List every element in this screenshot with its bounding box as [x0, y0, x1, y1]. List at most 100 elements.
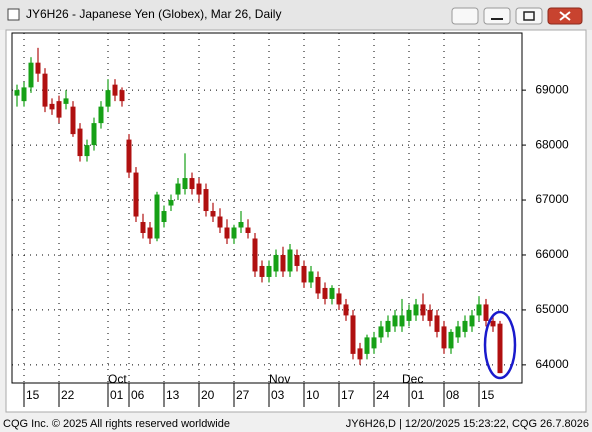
candle-body	[28, 62, 34, 88]
candle-body	[371, 337, 377, 349]
highlight-ellipse	[483, 310, 517, 380]
candle-body	[84, 145, 90, 157]
x-tick-label: 10	[306, 388, 320, 402]
x-tick-label: 13	[166, 388, 180, 402]
candle-body	[98, 106, 104, 124]
candle-body	[70, 106, 76, 135]
candle-body	[448, 331, 454, 349]
candle-body	[245, 227, 251, 233]
candle-body	[182, 178, 188, 190]
candle-body	[280, 254, 286, 272]
candle-body	[308, 271, 314, 283]
close-icon	[559, 11, 571, 21]
y-tick-label: 67000	[535, 192, 569, 206]
candle-body	[364, 337, 370, 354]
maximize-button[interactable]	[515, 7, 543, 25]
candle-body	[91, 123, 97, 146]
candle-body	[42, 73, 48, 107]
candle-body	[413, 304, 419, 316]
candle-body	[294, 254, 300, 266]
window-icon	[7, 8, 20, 21]
x-tick-label: 27	[236, 388, 250, 402]
x-tick-label: 01	[110, 388, 124, 402]
x-tick-label: 22	[61, 388, 75, 402]
link-button[interactable]	[451, 7, 479, 25]
y-tick-label: 64000	[535, 357, 569, 371]
candle-body	[273, 254, 279, 272]
candle-body	[35, 62, 41, 74]
candle-body	[63, 98, 69, 104]
plot-frame	[11, 32, 523, 384]
x-tick-label: 15	[26, 388, 40, 402]
maximize-icon	[523, 11, 535, 21]
minimize-button[interactable]	[483, 7, 511, 25]
month-label: Oct	[108, 372, 127, 386]
candle-body	[231, 227, 237, 239]
footer-right: JY6H26,D | 12/20/2025 15:23:22, CQG 26.7…	[346, 418, 589, 430]
candle-body	[105, 90, 111, 107]
candle-body	[56, 101, 62, 118]
candle-body	[14, 90, 20, 96]
candle-body	[322, 287, 328, 299]
candle-body	[483, 304, 489, 321]
candle-body	[434, 315, 440, 332]
candle-body	[490, 320, 496, 327]
footer-left: CQG Inc. © 2025 All rights reserved worl…	[3, 418, 230, 430]
candle-body	[378, 326, 384, 338]
candle-body	[455, 326, 461, 338]
month-label: Nov	[269, 372, 290, 386]
candle-body	[343, 304, 349, 316]
x-tick-label: 01	[411, 388, 425, 402]
x-tick-label: 15	[481, 388, 495, 402]
footer-bar	[0, 414, 592, 432]
x-tick-label: 20	[201, 388, 215, 402]
candle-body	[189, 178, 195, 190]
candle-body	[469, 315, 475, 327]
y-tick-label: 69000	[535, 82, 569, 96]
candle-body	[210, 211, 216, 217]
window-title: JY6H26 - Japanese Yen (Globex), Mar 26, …	[26, 7, 281, 21]
candle-body	[357, 348, 363, 360]
candle-body	[196, 183, 202, 195]
candle-body	[315, 276, 321, 294]
candle-body	[147, 227, 153, 239]
month-label: Dec	[402, 372, 423, 386]
candle-body	[287, 249, 293, 272]
candle-body	[462, 320, 468, 332]
candle-body	[119, 90, 125, 102]
candle-body	[329, 287, 335, 299]
candle-body	[350, 315, 356, 354]
candle-body	[154, 194, 160, 239]
candle-body	[217, 216, 223, 228]
candle-body	[252, 238, 258, 272]
x-tick-label: 08	[446, 388, 460, 402]
candle-body	[336, 293, 342, 305]
candle-body	[497, 323, 503, 374]
candle-body	[476, 304, 482, 316]
x-tick-label: 06	[131, 388, 145, 402]
candle-body	[168, 200, 174, 206]
candle-body	[49, 103, 55, 110]
candle-body	[203, 189, 209, 212]
candle-body	[175, 183, 181, 195]
x-tick-label: 24	[376, 388, 390, 402]
candle-body	[301, 265, 307, 283]
chart-panel	[5, 29, 587, 413]
candle-body	[224, 227, 230, 239]
candle-body	[441, 326, 447, 349]
y-tick-label: 68000	[535, 137, 569, 151]
candle-body	[238, 222, 244, 228]
candle-body	[126, 139, 132, 173]
candle-body	[140, 222, 146, 233]
y-tick-label: 65000	[535, 302, 569, 316]
x-tick-label: 03	[271, 388, 285, 402]
candle-body	[392, 315, 398, 327]
candle-body	[420, 304, 426, 316]
candle-body	[259, 265, 265, 277]
candle-body	[385, 320, 391, 332]
candle-body	[161, 211, 167, 223]
candle-body	[406, 309, 412, 321]
y-tick-label: 66000	[535, 247, 569, 261]
candle-body	[77, 128, 83, 157]
